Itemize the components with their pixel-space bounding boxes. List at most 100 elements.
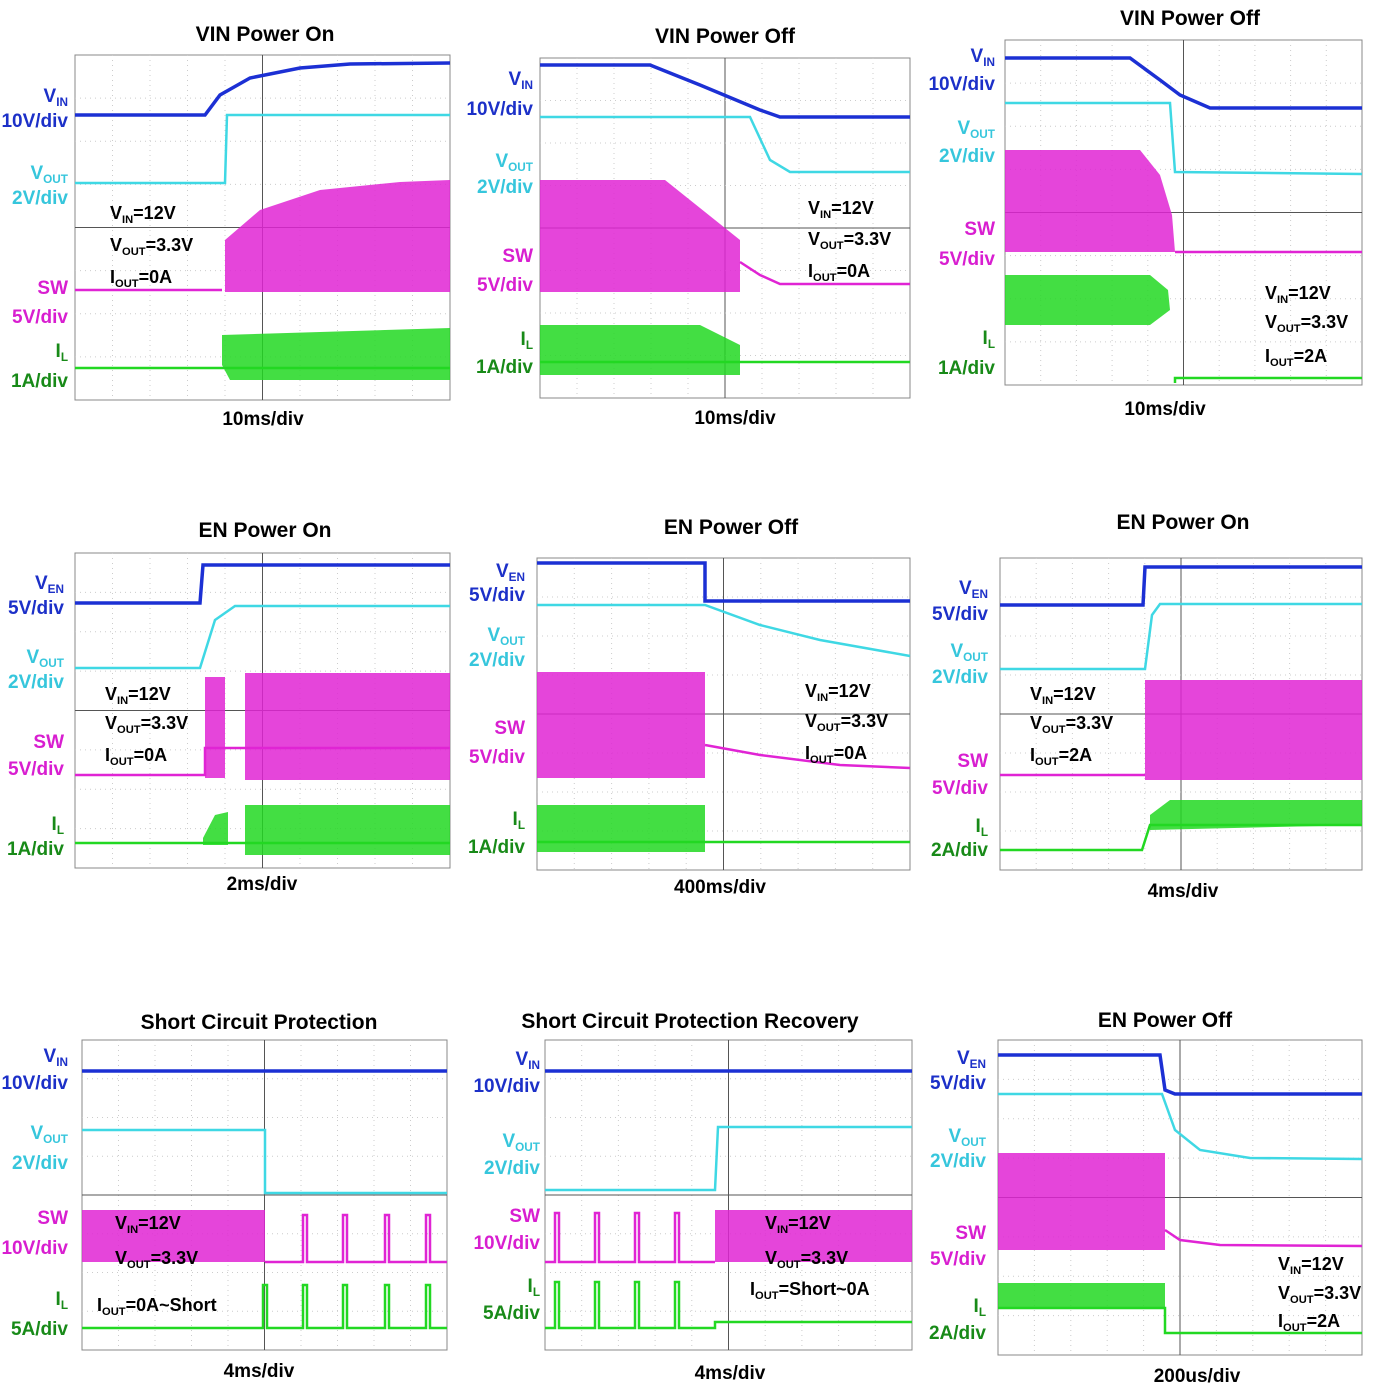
label-sub: OUT [777,1259,801,1271]
label-rest: =3.3V [1301,312,1349,332]
label-rest: =3.3V [151,1248,199,1268]
label-rest: =Short~0A [779,1279,870,1299]
label-name: V [509,69,522,90]
label-name: V [1030,684,1042,704]
label: VOUT [957,118,995,141]
channel-scale: 10V/div [928,74,995,95]
label-name: V [110,235,122,255]
channel-scale: 2V/div [12,1153,68,1174]
label-sub: OUT [1035,756,1059,768]
label: VOUT [950,641,988,664]
label-sub: IN [117,695,128,707]
timebase: 200us/div [1154,1366,1241,1387]
label-sub: OUT [1270,357,1294,369]
label: VIN [44,86,68,109]
channel-scale: 10V/div [1,1073,68,1094]
switching-band [998,1283,1165,1308]
panel-title: Short Circuit Protection Recovery [521,1010,859,1033]
label-name: V [26,647,39,668]
label-name: V [1265,283,1277,303]
label-rest: =3.3V [1066,713,1114,733]
label-rest: =12V [1301,1254,1344,1274]
label: VOUT [30,1123,68,1146]
channel-scale: 2V/div [932,667,988,688]
label-rest: =3.3V [841,711,889,731]
channel-scale: 10V/div [473,1076,540,1097]
channel-scale: 5V/div [469,747,525,768]
label: VIN [509,69,533,92]
channel-scale: 5V/div [477,275,533,296]
label: VIN=12V [110,203,176,226]
switching-band [245,673,450,780]
panel-title: VIN Power Off [655,25,796,48]
label-sub: IN [122,214,133,226]
label: SW [33,732,64,753]
label-sub: IN [56,1056,68,1069]
scope-panel: VIN Power OffVIN10V/divVOUT2V/divSW5V/di… [928,7,1362,420]
channel-scale: 1A/div [476,357,533,378]
channel-scale: 2A/div [931,840,988,861]
label: VEN [959,578,988,601]
label-sub: OUT [115,278,139,290]
label-sub: IN [528,1059,540,1072]
label-sub: L [981,826,988,839]
label-sub: OUT [961,1136,987,1149]
label-name: V [808,198,820,218]
label-sub: OUT [820,240,844,252]
label-sub: IN [1277,294,1288,306]
channel-scale: 5A/div [483,1303,540,1324]
label: VIN=12V [805,681,871,704]
timebase: 4ms/div [1148,881,1219,902]
channel-scale: 2A/div [929,1323,986,1344]
label-sub: OUT [1042,724,1066,736]
label-name: V [495,151,508,172]
label-name: SW [37,1208,68,1229]
label-name: V [1278,1254,1290,1274]
scope-panel: Short Circuit ProtectionVIN10V/divVOUT2V… [1,1011,447,1382]
label-name: V [805,711,817,731]
label: VOUT [26,647,64,670]
panel-title: EN Power On [1116,511,1249,534]
label: VOUT [487,625,525,648]
label-sub: OUT [1290,1294,1314,1306]
panel-title: EN Power Off [1098,1009,1233,1032]
channel-scale: 10V/div [466,99,533,120]
label-sub: OUT [813,272,837,284]
label: IL [983,328,995,351]
label: IL [513,809,525,832]
label-name: V [805,681,817,701]
scope-panel: Short Circuit Protection Recovery V IN 10V/… [473,1010,912,1384]
scope-panel: EN Power OnVEN5V/divVOUT2V/divSW5V/divIL… [931,511,1362,902]
channel-scale: 2V/div [477,177,533,198]
label-sub: IN [983,56,995,69]
label-sub: EN [972,588,988,601]
label: VOUT [495,151,533,174]
label-name: V [115,1248,127,1268]
label-sub: EN [48,583,64,596]
label: SW [37,1208,68,1229]
label-sub: OUT [110,756,134,768]
panel-title: EN Power Off [664,516,799,539]
label-rest: =0A [139,267,173,287]
label-name: V [765,1213,777,1233]
timebase: 4ms/div [224,1361,295,1382]
channel-scale: 5V/div [939,249,995,270]
label: VIN [971,46,995,69]
label: SW [509,1206,540,1227]
label-sub: L [61,1299,68,1312]
label-rest: =12V [133,203,176,223]
label: IL [52,814,64,837]
scope-panel: VIN Power OnVIN10V/divVOUT2V/divSW5V/div… [1,23,450,430]
label-sub: IN [1290,1265,1301,1277]
label-name: V [1030,713,1042,733]
label-sub: OUT [508,161,534,174]
label-name: V [105,713,117,733]
label: VIN=12V [105,684,171,707]
channel-scale: 5A/div [11,1319,68,1340]
label: VIN=12V [808,198,874,221]
channel-scale: 5V/div [8,598,64,619]
panel-title: Short Circuit Protection [141,1011,378,1034]
label-rest: =2A [1059,745,1093,765]
label-sub: OUT [122,246,146,258]
label-name: V [44,1046,57,1067]
